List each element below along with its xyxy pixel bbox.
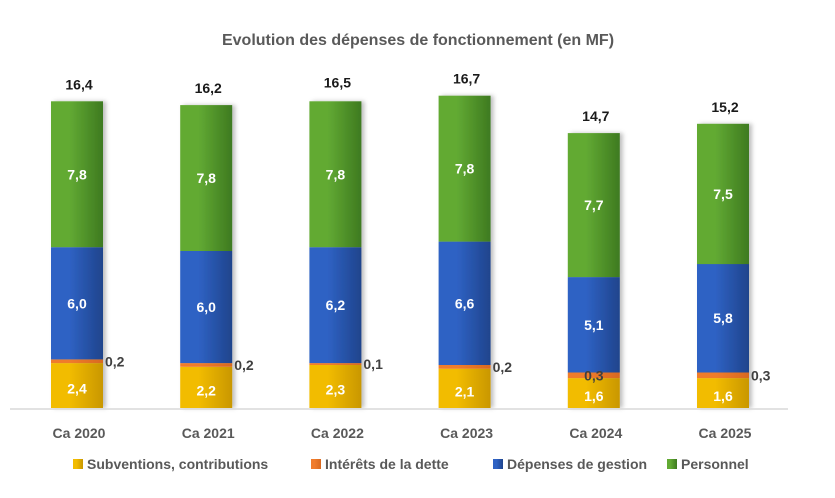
data-label-subventions-contributions-ca-2021: 2,2 (196, 382, 216, 398)
data-label-interets-de-la-dette-ca-2020: 0,2 (105, 353, 125, 369)
data-label-personnel-ca-2023: 7,8 (455, 161, 475, 177)
bar-segment-personnel-ca-2021 (180, 105, 233, 251)
x-axis-labels: Ca 2020 Ca 2021 Ca 2022 Ca 2023 Ca 2024 Ca 20… (53, 425, 752, 441)
bar-segment-depenses-de-gestion-ca-2023 (438, 241, 491, 365)
bar-segment-subventions-contributions-ca-2022 (309, 365, 362, 408)
data-label-interets-de-la-dette-ca-2023: 0,2 (493, 359, 513, 375)
bar-segment-subventions-contributions-ca-2025 (697, 378, 749, 408)
data-label-subventions-contributions-ca-2025: 1,6 (713, 388, 733, 404)
bar-segment-personnel-ca-2022 (309, 101, 362, 248)
bar-segment-subventions-contributions-ca-2021 (180, 366, 233, 408)
total-label-ca-2021: 16,2 (195, 80, 222, 96)
legend-label-depenses-de-gestion: Dépenses de gestion (507, 456, 647, 472)
data-label-interets-de-la-dette-ca-2025: 0,3 (751, 367, 771, 383)
x-tick-label-ca-2023: Ca 2023 (440, 425, 493, 441)
bar-segment-subventions-contributions-ca-2024 (567, 378, 620, 408)
legend: Subventions, contributions Intérêts de la… (73, 456, 749, 472)
bar-segment-personnel-ca-2024 (567, 133, 620, 278)
data-label-subventions-contributions-ca-2020: 2,4 (67, 381, 87, 397)
legend-swatch-personnel (667, 459, 677, 469)
bar-stack-ca-2021 (180, 105, 233, 408)
data-label-personnel-ca-2024: 7,7 (584, 197, 604, 213)
data-label-interets-de-la-dette-ca-2022: 0,1 (363, 356, 383, 372)
bar-segment-subventions-contributions-ca-2023 (438, 368, 491, 408)
bar-segment-interets-de-la-dette-ca-2022 (309, 363, 362, 365)
bar-segment-personnel-ca-2020 (51, 101, 103, 248)
bar-segment-depenses-de-gestion-ca-2020 (51, 247, 103, 360)
bar-segment-interets-de-la-dette-ca-2020 (51, 359, 103, 364)
legend-item-interets-de-la-dette: Intérêts de la dette (311, 456, 449, 472)
total-label-ca-2022: 16,5 (324, 74, 351, 90)
bar-stack-ca-2022 (309, 101, 362, 408)
legend-swatch-depenses-de-gestion (493, 459, 503, 469)
bar-segment-interets-de-la-dette-ca-2024 (567, 372, 620, 379)
bar-segment-depenses-de-gestion-ca-2021 (180, 250, 233, 364)
bar-segment-subventions-contributions-ca-2020 (51, 363, 103, 408)
legend-label-personnel: Personnel (681, 456, 749, 472)
bar-segment-interets-de-la-dette-ca-2023 (438, 365, 491, 369)
data-label-depenses-de-gestion-ca-2024: 5,1 (584, 317, 604, 333)
data-label-personnel-ca-2025: 7,5 (713, 186, 733, 202)
data-label-depenses-de-gestion-ca-2021: 6,0 (196, 299, 216, 315)
data-label-depenses-de-gestion-ca-2022: 6,2 (326, 297, 346, 313)
bar-stack-ca-2024 (567, 133, 620, 408)
data-label-interets-de-la-dette-ca-2024: 0,3 (584, 367, 604, 383)
data-label-personnel-ca-2022: 7,8 (326, 166, 346, 182)
data-label-personnel-ca-2021: 7,8 (196, 170, 216, 186)
x-tick-label-ca-2021: Ca 2021 (182, 425, 235, 441)
total-label-ca-2023: 16,7 (453, 71, 480, 87)
legend-swatch-interets-de-la-dette (311, 459, 321, 469)
x-tick-label-ca-2025: Ca 2025 (699, 425, 752, 441)
bar-segment-personnel-ca-2025 (697, 123, 749, 265)
chart-title: Evolution des dépenses de fonctionnement… (222, 32, 614, 49)
bars-group: 2,4 0,2 6,0 7,8 16,4 2,2 0,2 6,0 7,8 16,2 2,3 0,1 6,… (51, 71, 771, 408)
bar-stack-ca-2020 (51, 101, 103, 408)
x-tick-label-ca-2020: Ca 2020 (53, 425, 106, 441)
x-tick-label-ca-2022: Ca 2022 (311, 425, 364, 441)
data-label-subventions-contributions-ca-2023: 2,1 (455, 383, 475, 399)
data-label-interets-de-la-dette-ca-2021: 0,2 (234, 357, 254, 373)
bar-stack-ca-2025 (697, 123, 749, 408)
total-label-ca-2024: 14,7 (582, 108, 609, 124)
bar-segment-interets-de-la-dette-ca-2021 (180, 363, 233, 367)
total-label-ca-2020: 16,4 (65, 76, 92, 92)
total-label-ca-2025: 15,2 (711, 99, 738, 115)
data-label-personnel-ca-2020: 7,8 (67, 166, 87, 182)
data-label-depenses-de-gestion-ca-2020: 6,0 (67, 295, 87, 311)
legend-swatch-subventions-contributions (73, 459, 83, 469)
legend-label-subventions-contributions: Subventions, contributions (87, 456, 268, 472)
bar-segment-depenses-de-gestion-ca-2022 (309, 247, 362, 364)
legend-item-subventions-contributions: Subventions, contributions (73, 456, 268, 472)
bar-segment-depenses-de-gestion-ca-2025 (697, 264, 749, 373)
data-label-subventions-contributions-ca-2022: 2,3 (326, 382, 346, 398)
data-label-depenses-de-gestion-ca-2023: 6,6 (455, 295, 475, 311)
bar-segment-depenses-de-gestion-ca-2024 (567, 277, 620, 373)
legend-item-depenses-de-gestion: Dépenses de gestion (493, 456, 647, 472)
bar-segment-personnel-ca-2023 (438, 95, 491, 242)
legend-item-personnel: Personnel (667, 456, 749, 472)
data-label-subventions-contributions-ca-2024: 1,6 (584, 388, 604, 404)
x-tick-label-ca-2024: Ca 2024 (569, 425, 622, 441)
bar-segment-interets-de-la-dette-ca-2025 (697, 372, 749, 379)
legend-label-interets-de-la-dette: Intérêts de la dette (325, 456, 449, 472)
bar-stack-ca-2023 (438, 95, 491, 408)
data-label-depenses-de-gestion-ca-2025: 5,8 (713, 310, 733, 326)
